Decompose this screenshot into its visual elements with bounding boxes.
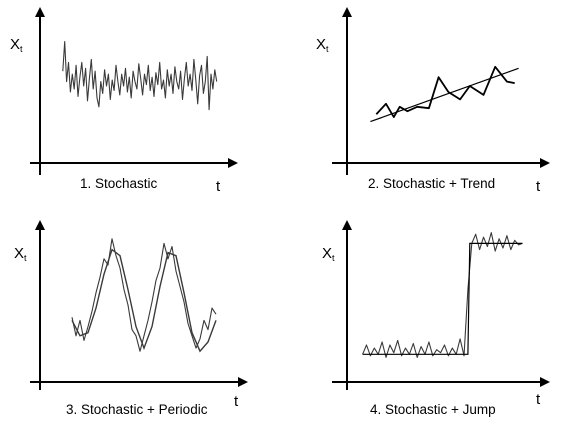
x-axis [332, 158, 550, 168]
plot-area [362, 232, 523, 358]
x-axis-arrow [238, 377, 248, 387]
x-axis-label: t [216, 178, 221, 195]
panel-stochastic: Xt t 1. Stochastic [10, 7, 238, 195]
series-line-noisy [71, 238, 217, 352]
series-line-zigzag [375, 65, 515, 118]
x-axis-label: t [536, 178, 541, 195]
y-axis-arrow [342, 220, 352, 230]
series-line-noisy [362, 232, 523, 358]
y-axis-arrow [342, 7, 352, 17]
panel-stochastic-periodic: Xt t 3. Stochastic + Periodic [14, 220, 248, 417]
y-axis [35, 220, 45, 390]
series-line-noisy [62, 41, 218, 111]
panel-stochastic-trend: Xt t 2. Stochastic + Trend [316, 7, 550, 195]
x-axis [30, 377, 248, 387]
x-axis [30, 158, 238, 168]
y-axis [342, 7, 352, 175]
x-axis-label: t [234, 393, 239, 410]
x-axis [332, 377, 550, 387]
panel-caption: 1. Stochastic [80, 176, 158, 191]
series-line-step [362, 242, 523, 355]
panel-caption: 3. Stochastic + Periodic [66, 402, 208, 417]
plot-area [62, 41, 218, 111]
y-axis [342, 220, 352, 390]
y-axis-label: Xt [316, 36, 329, 54]
x-axis-arrow [540, 158, 550, 168]
y-axis [35, 7, 45, 175]
plot-area [71, 238, 217, 353]
panel-caption: 2. Stochastic + Trend [368, 176, 495, 191]
y-axis-arrow [35, 7, 45, 17]
panel-stochastic-jump: Xt t 4. Stochastic + Jump [322, 220, 550, 417]
y-axis-label: Xt [322, 245, 335, 263]
x-axis-arrow [228, 158, 238, 168]
series-line-smooth [71, 248, 217, 353]
series-line-trend [370, 67, 519, 123]
plot-area [370, 65, 519, 123]
x-axis-arrow [540, 377, 550, 387]
x-axis-label: t [536, 391, 541, 408]
y-axis-label: Xt [14, 245, 27, 263]
y-axis-label: Xt [10, 36, 23, 54]
panel-caption: 4. Stochastic + Jump [370, 402, 496, 417]
y-axis-arrow [35, 220, 45, 230]
